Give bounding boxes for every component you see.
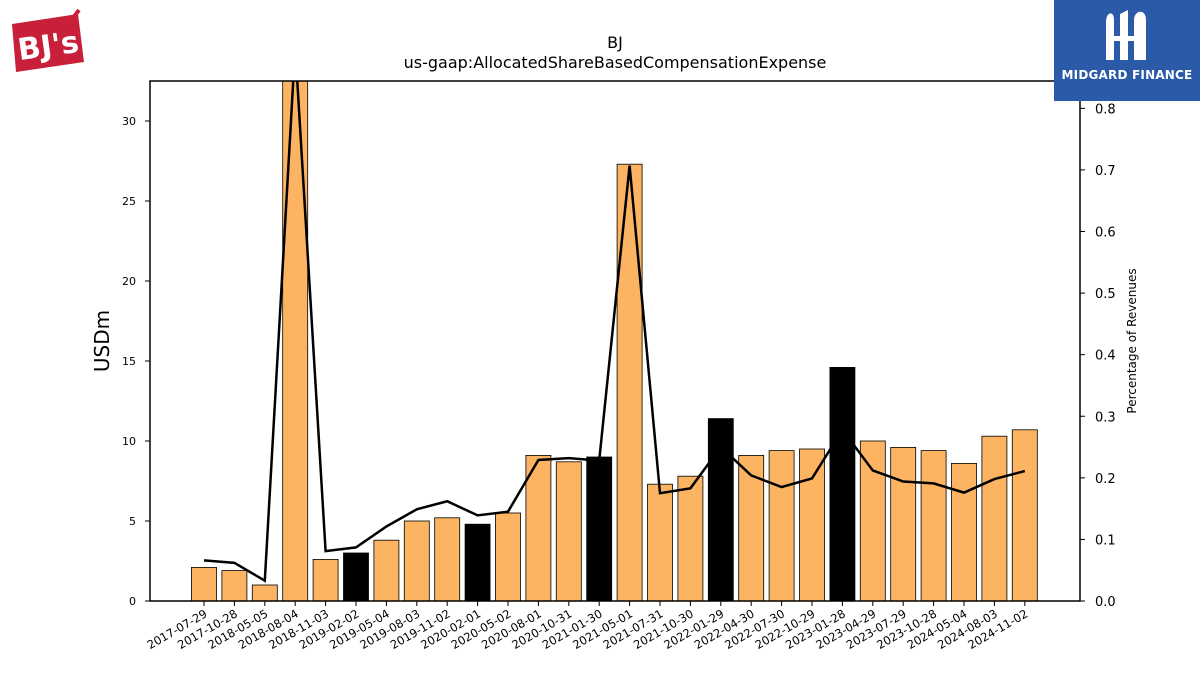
bar-2018-08-04 bbox=[282, 81, 309, 601]
y-axis-left: 0 5 10 15 20 25 30 bbox=[122, 115, 150, 608]
y2-tick-label: 0.6 bbox=[1095, 226, 1116, 241]
svg-text:BJ's: BJ's bbox=[16, 25, 81, 68]
bar-2021-10-30 bbox=[677, 475, 704, 601]
y-tick-label: 5 bbox=[129, 515, 136, 528]
y2-tick-label: 0.1 bbox=[1095, 533, 1116, 548]
y2-tick-label: 0.5 bbox=[1095, 287, 1116, 302]
y2-tick-label: 0.4 bbox=[1095, 349, 1116, 364]
bjs-logo: BJ's bbox=[8, 8, 88, 78]
bar-2017-07-29 bbox=[191, 567, 217, 601]
bar-2017-10-28 bbox=[221, 570, 248, 601]
bar-2019-02-02 bbox=[343, 552, 369, 601]
chart-subtitle: us-gaap:AllocatedShareBasedCompensationE… bbox=[404, 53, 827, 72]
chart-title: BJ bbox=[607, 33, 623, 52]
midgard-logo-icon bbox=[1106, 10, 1146, 61]
y-tick-label: 0 bbox=[129, 595, 136, 608]
ratio-line bbox=[203, 81, 1026, 583]
bjs-logo-icon: BJ's bbox=[12, 8, 84, 72]
y-tick-label: 25 bbox=[122, 195, 136, 208]
y2-tick-label: 0.3 bbox=[1095, 410, 1116, 425]
bar-2020-08-01 bbox=[525, 454, 552, 601]
midgard-logo-text: MIDGARD FINANCE bbox=[1061, 68, 1193, 82]
y2-tick-label: 0.7 bbox=[1095, 164, 1116, 179]
bar-2023-07-29 bbox=[890, 446, 917, 601]
bar-2024-05-04 bbox=[951, 462, 977, 601]
y2-axis-label: Percentage of Revenues bbox=[1125, 268, 1139, 413]
midgard-finance-logo: MIDGARD FINANCE bbox=[1054, 0, 1200, 101]
y2-tick-label: 0.2 bbox=[1095, 472, 1116, 487]
y-tick-label: 20 bbox=[122, 275, 136, 288]
bar-2018-11-03 bbox=[312, 559, 339, 601]
y-tick-label: 15 bbox=[122, 355, 136, 368]
bar-2023-04-29 bbox=[859, 440, 886, 601]
bar-2023-10-28 bbox=[920, 450, 947, 601]
bar-2022-07-30 bbox=[768, 450, 795, 601]
bar-2024-11-02 bbox=[1011, 429, 1038, 601]
bar-2021-05-01 bbox=[616, 163, 643, 601]
bar-2020-10-31 bbox=[555, 461, 582, 601]
bar-2020-05-02 bbox=[495, 512, 521, 601]
plot-frame bbox=[149, 80, 1081, 602]
bar-2022-04-30 bbox=[738, 454, 765, 601]
bar-2022-10-29 bbox=[799, 448, 825, 601]
bar-2019-05-04 bbox=[373, 539, 400, 601]
y-tick-label: 10 bbox=[122, 435, 136, 448]
bar-series bbox=[191, 81, 1038, 601]
y2-tick-label: 0.0 bbox=[1095, 595, 1116, 610]
bar-2024-08-03 bbox=[981, 435, 1008, 601]
bar-2019-08-03 bbox=[403, 520, 430, 601]
y2-tick-label: 0.8 bbox=[1095, 102, 1116, 117]
bar-2023-01-28 bbox=[829, 366, 856, 601]
y-axis-right: 0.0 0.1 0.2 0.3 0.4 0.5 0.6 0.7 0.8 bbox=[1080, 102, 1116, 610]
x-axis: 2017-07-292017-10-282018-05-052018-08-04… bbox=[145, 601, 1030, 652]
y-tick-label: 30 bbox=[122, 115, 136, 128]
bar-2021-07-31 bbox=[647, 483, 673, 601]
bar-2021-01-30 bbox=[586, 456, 613, 601]
y-axis-label: USDm bbox=[90, 310, 114, 372]
bar-2018-05-05 bbox=[251, 584, 278, 601]
bar-2020-02-01 bbox=[464, 523, 491, 601]
bar-2019-11-02 bbox=[434, 517, 461, 601]
